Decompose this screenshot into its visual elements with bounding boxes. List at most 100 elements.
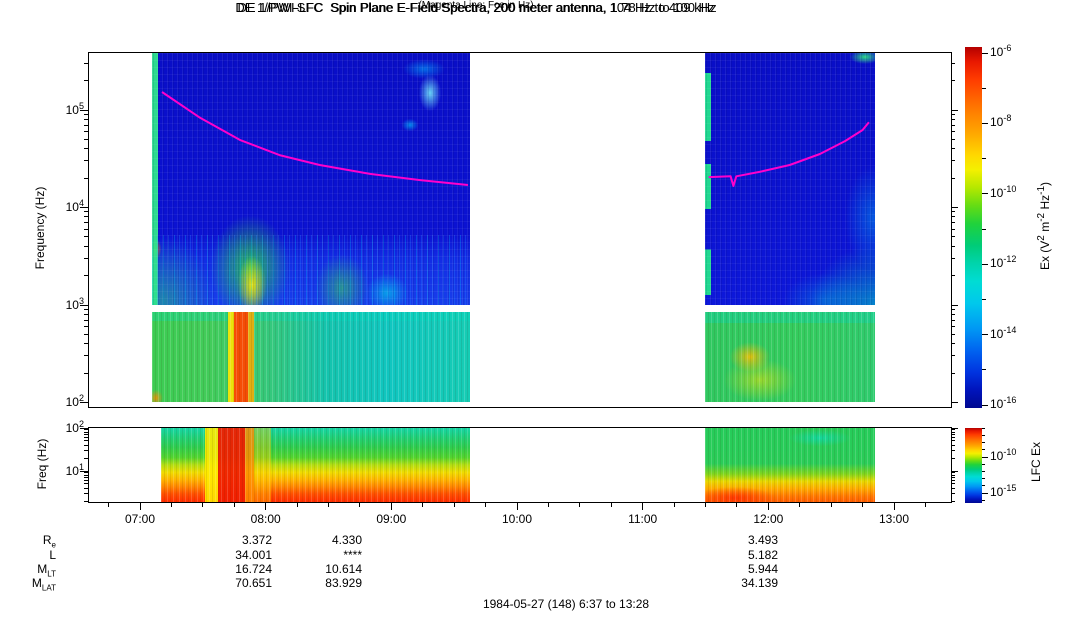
axis-tick [982,427,985,429]
sfc-y-tick-1e5: 105 [65,101,84,118]
axis-tick [952,472,955,474]
ephemeris-row-label-mlat: MLAT [31,576,56,593]
axis-tick [952,470,958,472]
axis-tick [952,444,955,446]
axis-tick [982,456,988,458]
ephemeris-value: 5.182 [747,548,778,562]
sfc-colorbar-label: Ex (V2 m-2 Hz-1) [1036,181,1052,271]
axis-tick [982,122,988,124]
x-tick-label: 12:00 [753,512,784,526]
axis-tick [952,207,958,208]
lfc-cbar-tick-1e-10: 10-10 [990,447,1017,463]
axis-tick [328,503,329,507]
sfc-cbar-tick-1e-8: 10-8 [990,113,1012,129]
axis-tick [767,503,769,510]
axis-tick [952,124,955,126]
ephemeris-value: 83.929 [325,576,362,590]
axis-tick [952,275,955,277]
ephemeris-row-label-l: L [49,548,56,562]
axis-tick [952,492,955,494]
axis-tick [453,503,455,507]
axis-tick [924,503,926,507]
axis-tick [982,478,985,480]
x-tick-label: 07:00 [124,512,156,526]
axis-tick [952,431,955,433]
axis-tick [359,503,361,507]
ephemeris-row-label-re: Re [42,533,56,550]
sfc-cbar-tick-1e-6: 10-6 [990,43,1012,59]
axis-tick [952,449,955,451]
axis-tick [952,474,955,476]
axis-tick [202,503,204,507]
axis-tick [139,503,141,510]
x-tick-label: 08:00 [250,512,281,526]
axis-tick [982,193,988,195]
axis-tick [982,463,985,465]
lfc-colorbar-label: LFC Ex [1029,441,1043,483]
axis-tick [952,228,955,230]
axis-tick [516,503,518,510]
axis-tick [893,503,895,510]
axis-tick [952,148,955,150]
axis-tick [952,304,958,306]
axis-tick [952,160,955,162]
ephemeris-value: 70.651 [235,576,272,590]
axis-tick [736,503,738,507]
axis-tick [170,503,172,507]
axis-tick [982,158,986,160]
axis-tick [952,138,955,140]
axis-tick [952,434,955,436]
axis-tick [952,177,955,179]
ephemeris-value: 5.944 [747,562,778,576]
ephemeris-value: 10.614 [325,562,362,576]
axis-tick [952,333,955,335]
axis-tick [982,369,986,371]
axis-tick [952,402,958,403]
axis-tick [862,503,864,507]
axis-tick [952,62,955,64]
axis-tick [952,427,958,429]
axis-tick [952,343,955,345]
ephemeris-value: **** [343,548,362,562]
axis-tick [108,503,110,507]
axis-tick [952,372,955,374]
ephemeris-value: 3.372 [241,533,272,547]
ephemeris-value: 34.139 [741,576,778,590]
axis-tick [952,500,955,502]
axis-tick [952,80,955,82]
x-tick-label: 09:00 [376,512,407,526]
axis-tick [982,470,985,472]
axis-tick [952,109,958,111]
sfc-panel-subtitle: (Magenta Line: Fce in Hz) [418,0,534,11]
axis-tick [579,503,581,507]
lfc-spectrogram-segment-2 [705,428,875,502]
sfc-y-tick-1e2: 102 [65,393,84,410]
lfc-cbar-tick-1e-15: 10-15 [990,483,1017,499]
ephemeris-value: 16.724 [235,562,272,576]
axis-tick [982,404,988,406]
axis-tick [952,308,955,310]
sfc-cbar-tick-1e-14: 10-14 [990,325,1017,341]
axis-tick [982,263,988,265]
axis-tick [952,113,955,115]
axis-tick [952,477,955,479]
axis-tick [952,236,955,238]
axis-tick [422,503,424,507]
axis-tick [952,437,955,439]
axis-tick [952,313,955,315]
ephemeris-value: 34.001 [235,548,272,562]
axis-tick [952,118,955,120]
axis-tick [982,228,986,230]
sfc-spectrogram-segment-2-lower [705,312,875,402]
axis-tick [233,503,235,507]
axis-tick [705,503,706,507]
sfc-y-tick-1e4: 104 [65,198,84,215]
axis-tick [952,457,955,459]
x-tick-label: 10:00 [501,512,533,526]
axis-tick [952,131,955,133]
axis-tick [610,503,612,507]
axis-tick [982,298,986,300]
axis-tick [547,503,549,507]
axis-tick [952,355,955,357]
axis-tick [952,440,955,442]
